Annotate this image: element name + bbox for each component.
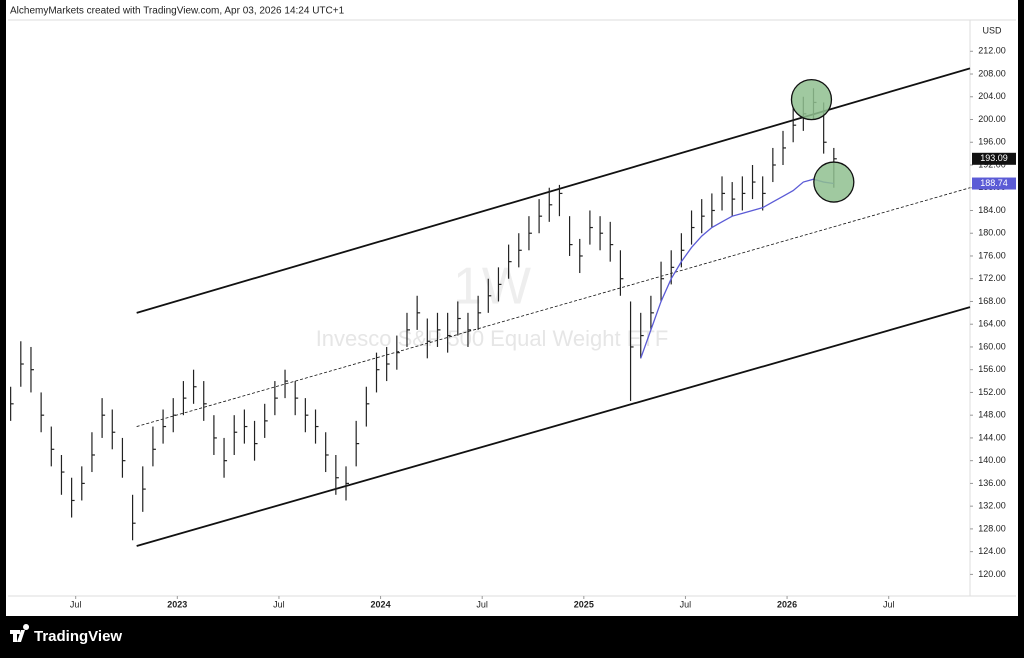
highlight-circle — [813, 161, 855, 203]
y-tick-label: 124.00 — [978, 546, 1006, 556]
x-tick-label: 2024 — [371, 599, 391, 609]
y-tick-label: 164.00 — [978, 319, 1006, 329]
y-tick-label: 136.00 — [978, 478, 1006, 488]
watermark-interval: 1W — [453, 258, 531, 316]
y-tick-label: 128.00 — [978, 523, 1006, 533]
y-tick-label: 176.00 — [978, 250, 1006, 260]
y-tick-label: 160.00 — [978, 341, 1006, 351]
highlight-circle — [790, 78, 833, 121]
y-tick-label: 132.00 — [978, 501, 1006, 511]
y-tick-label: 148.00 — [978, 410, 1006, 420]
watermark-title: Invesco S&P 500 Equal Weight ETF — [316, 326, 669, 351]
logo — [10, 624, 30, 642]
last-price-label: 193.09 — [980, 153, 1008, 163]
channel-line — [136, 187, 971, 427]
x-tick-label: 2023 — [167, 599, 187, 609]
y-tick-label: 180.00 — [978, 228, 1006, 238]
channel-line — [136, 67, 971, 314]
y-tick-label: 168.00 — [978, 296, 1006, 306]
y-tick-label: 152.00 — [978, 387, 1006, 397]
y-tick-label: 140.00 — [978, 455, 1006, 465]
y-tick-label: 204.00 — [978, 91, 1006, 101]
header: AlchemyMarkets created with TradingView.… — [10, 6, 345, 17]
brand: TradingView — [34, 628, 122, 645]
x-tick-label: Jul — [273, 599, 285, 609]
chart-panel — [6, 0, 1018, 616]
x-tick-label: Jul — [883, 599, 895, 609]
x-tick-label: Jul — [680, 599, 692, 609]
currency: USD — [982, 25, 1002, 35]
x-tick-label: 2025 — [574, 599, 594, 609]
channel-line — [136, 306, 971, 547]
y-tick-label: 212.00 — [978, 46, 1006, 56]
y-tick-label: 208.00 — [978, 68, 1006, 78]
ma-price-label: 188.74 — [980, 178, 1008, 188]
x-tick-label: 2026 — [777, 599, 797, 609]
y-tick-label: 172.00 — [978, 273, 1006, 283]
y-tick-label: 196.00 — [978, 137, 1006, 147]
y-tick-label: 184.00 — [978, 205, 1006, 215]
y-tick-label: 156.00 — [978, 364, 1006, 374]
moving-average — [640, 178, 834, 359]
y-tick-label: 200.00 — [978, 114, 1006, 124]
y-tick-label: 120.00 — [978, 569, 1006, 579]
x-tick-label: Jul — [476, 599, 488, 609]
x-tick-label: Jul — [70, 599, 82, 609]
last-price-box — [972, 152, 1016, 165]
ma-price-box — [972, 177, 1016, 190]
y-tick-label: 144.00 — [978, 432, 1006, 442]
